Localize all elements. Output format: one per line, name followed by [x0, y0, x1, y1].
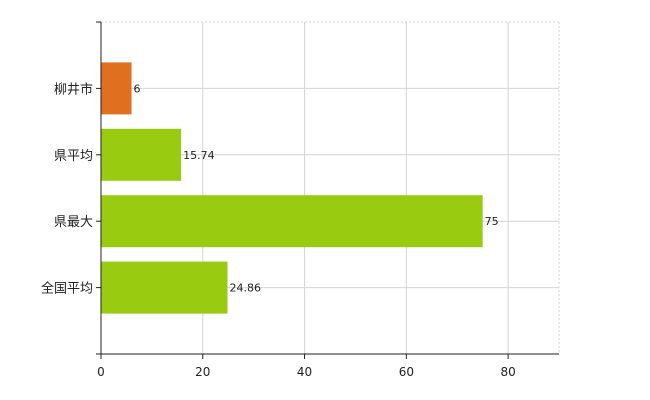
bars [101, 62, 483, 314]
x-tick-label: 80 [500, 365, 515, 379]
category-label: 全国平均 [41, 281, 93, 297]
x-tick-label: 20 [195, 365, 210, 379]
x-tick-label: 40 [297, 365, 312, 379]
category-label: 県平均 [54, 149, 93, 164]
value-label: 15.74 [183, 149, 215, 162]
x-tick-label: 60 [399, 365, 414, 379]
axes [96, 21, 559, 359]
category-label: 県最大 [54, 215, 93, 230]
x-tick-label: 0 [97, 365, 105, 379]
bar [101, 128, 182, 181]
category-label: 柳井市 [54, 81, 93, 97]
bar [101, 261, 228, 314]
labels: 柳井市 6 県平均 15.74 県最大 75 全国平均 24.86 0 20 40 60 80 [41, 81, 516, 379]
value-label: 75 [485, 215, 499, 228]
bar [101, 62, 132, 115]
value-label: 24.86 [230, 282, 261, 295]
value-label: 6 [134, 82, 141, 95]
bar [101, 195, 483, 248]
